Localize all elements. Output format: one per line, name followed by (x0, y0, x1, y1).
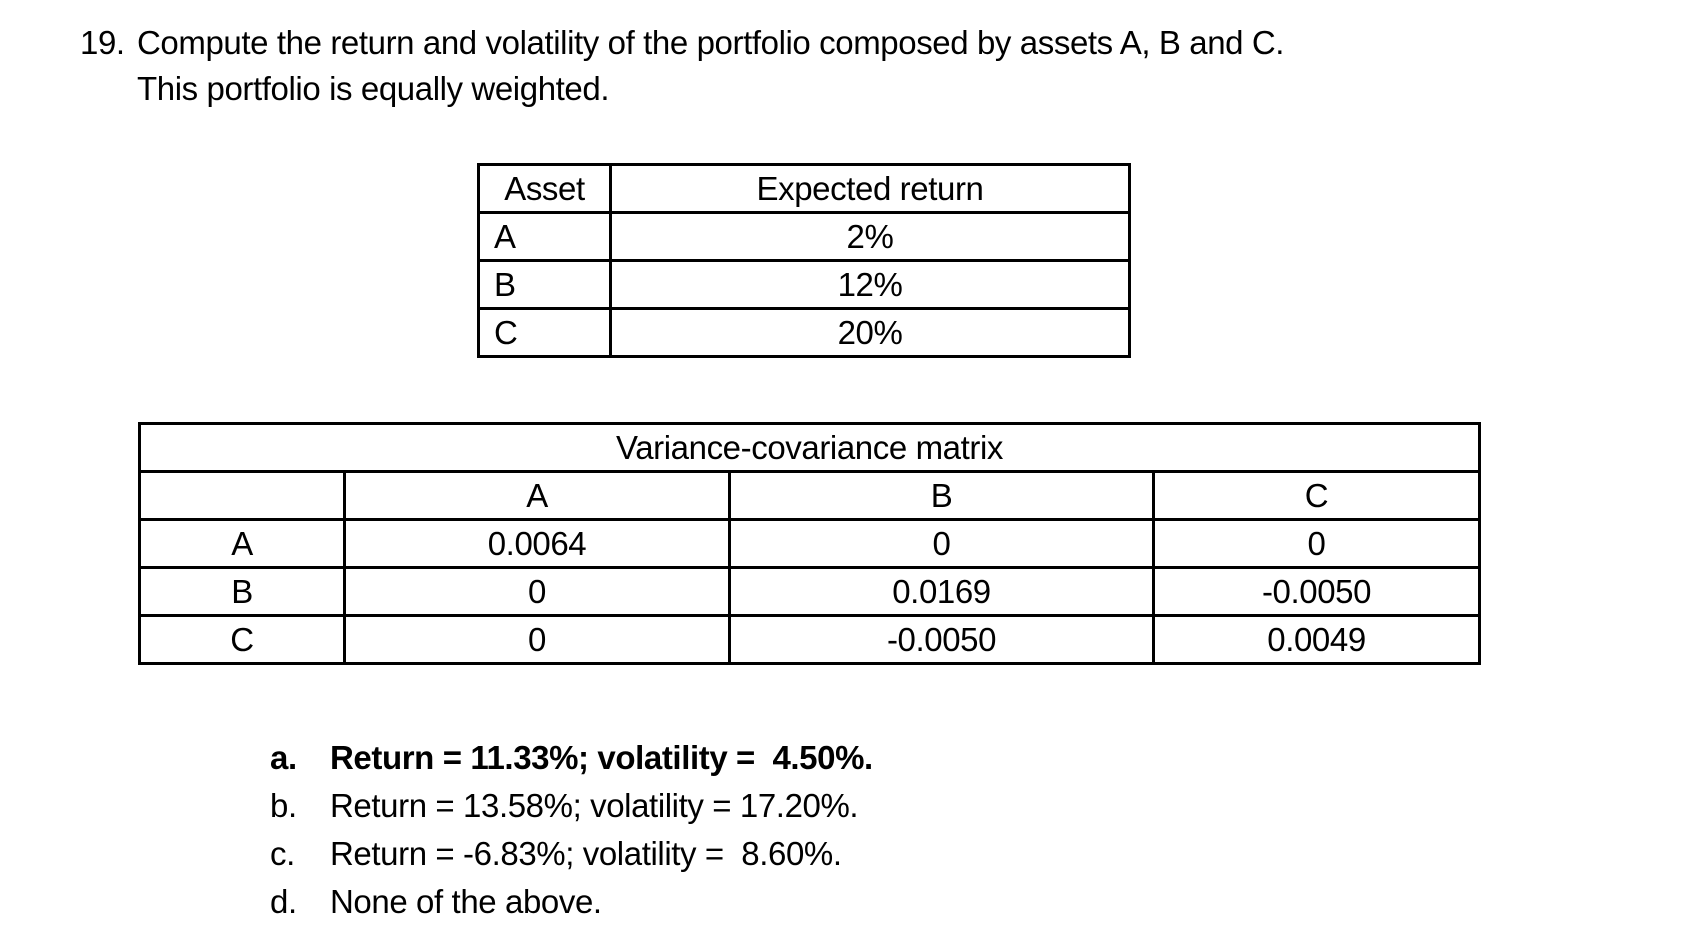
covariance-cell-ac: 0 (1151, 518, 1482, 569)
covariance-col-header-c: C (1151, 470, 1482, 521)
asset-expected-return-table: Asset Expected return A 2% B 12% C 20% (477, 163, 1131, 358)
question-line-1: 19. Compute the return and volatility of… (80, 20, 1560, 66)
covariance-row-c: C 0 -0.0050 0.0049 (138, 614, 1482, 665)
asset-header-cell: Asset (477, 163, 612, 214)
question-text-line-1: Compute the return and volatility of the… (137, 24, 1285, 61)
expected-return-cell-a: 2% (609, 211, 1131, 262)
covariance-cell-ba: 0 (343, 566, 731, 617)
question-number: 19. (80, 24, 125, 61)
covariance-title-row: Variance-covariance matrix (137, 422, 1482, 473)
covariance-row-label-b: B (138, 566, 346, 617)
answer-options: a. Return = 11.33%; volatility = 4.50%. … (270, 734, 873, 926)
expected-return-cell-b: 12% (609, 259, 1131, 310)
covariance-row-a: A 0.0064 0 0 (138, 518, 1482, 569)
question-text-line-2: This portfolio is equally weighted. (137, 70, 610, 107)
asset-row-c: C 20% (477, 307, 1131, 358)
expected-return-header-cell: Expected return (609, 163, 1131, 214)
option-c-row: c. Return = -6.83%; volatility = 8.60%. (270, 830, 873, 878)
covariance-table-title: Variance-covariance matrix (137, 422, 1482, 473)
option-d-row: d. None of the above. (270, 878, 873, 926)
covariance-cell-ca: 0 (343, 614, 731, 665)
option-b-letter: b. (270, 787, 297, 824)
option-a-text: Return = 11.33%; volatility = 4.50%. (330, 739, 873, 776)
variance-covariance-table: Variance-covariance matrix A B C A 0.006… (137, 422, 1482, 665)
covariance-cell-aa: 0.0064 (343, 518, 731, 569)
option-a-letter: a. (270, 739, 297, 776)
asset-name-cell-b: B (477, 259, 612, 310)
option-a-row: a. Return = 11.33%; volatility = 4.50%. (270, 734, 873, 782)
option-b-row: b. Return = 13.58%; volatility = 17.20%. (270, 782, 873, 830)
asset-name-cell-a: A (477, 211, 612, 262)
covariance-cell-cc: 0.0049 (1151, 614, 1482, 665)
option-d-letter: d. (270, 883, 297, 920)
option-d-text: None of the above. (330, 883, 602, 920)
asset-row-b: B 12% (477, 259, 1131, 310)
asset-table-header-row: Asset Expected return (477, 163, 1131, 214)
covariance-row-label-c: C (138, 614, 346, 665)
covariance-row-b: B 0 0.0169 -0.0050 (138, 566, 1482, 617)
covariance-cell-bb: 0.0169 (728, 566, 1155, 617)
covariance-cell-cb: -0.0050 (728, 614, 1155, 665)
expected-return-cell-c: 20% (609, 307, 1131, 358)
option-c-letter: c. (270, 835, 295, 872)
covariance-col-header-b: B (728, 470, 1155, 521)
covariance-col-header-a: A (343, 470, 731, 521)
option-c-text: Return = -6.83%; volatility = 8.60%. (330, 835, 842, 872)
option-b-text: Return = 13.58%; volatility = 17.20%. (330, 787, 859, 824)
covariance-corner-cell (138, 470, 346, 521)
asset-row-a: A 2% (477, 211, 1131, 262)
covariance-cell-bc: -0.0050 (1151, 566, 1482, 617)
covariance-row-label-a: A (138, 518, 346, 569)
covariance-cell-ab: 0 (728, 518, 1155, 569)
covariance-header-row: A B C (138, 470, 1482, 521)
asset-name-cell-c: C (477, 307, 612, 358)
question-block: 19. Compute the return and volatility of… (80, 20, 1560, 112)
